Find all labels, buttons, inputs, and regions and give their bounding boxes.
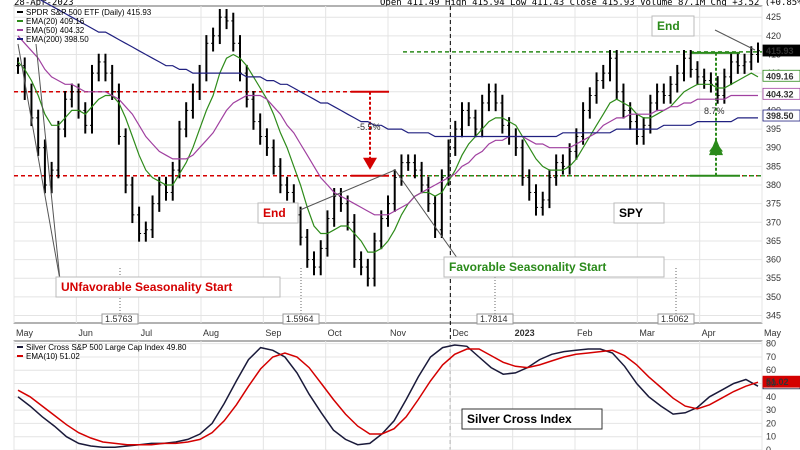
chart-date: 28-Apr-2023 [14,0,74,8]
end-left-label: End [263,206,286,220]
price-y-tick-label: 385 [766,161,781,171]
price-y-tick-label: 425 [766,12,781,22]
indicator-y-tick-label: 60 [766,365,776,375]
price-y-tick-label: 365 [766,236,781,246]
x-tick-label: Dec [452,328,469,338]
callouts: -5.5% 8.7% UNfavorable Seasonality Start En… [17,15,756,430]
end-right-leader [714,29,756,51]
data-label-box [282,313,320,325]
price-y-tick-label: 350 [766,292,781,302]
x-tick-label: Nov [390,328,407,338]
fav-leader [394,169,461,263]
indicator-y-tick-label: 0 [766,445,771,450]
data-label-box [657,313,695,325]
legends: 415.93 409.16 404.32 398.50 SPDR S&P 500 ETF… [17,8,800,361]
indicator-legend-entry: EMA(10) 51.02 [26,352,80,361]
pct-up-label: 8.7% [704,106,725,116]
spy-label: SPY [619,206,643,220]
indicator-y-tick-label: 70 [766,352,776,362]
data-label-box [101,313,139,325]
price-legend-entry: EMA(50) 404.32 [26,26,85,35]
indicator-value-tag [762,375,800,388]
series-ema-200--line [39,0,758,138]
indicator-value-tag-text: 51.02 [766,377,789,387]
x-tick-label: Jul [141,328,153,338]
series-ema-20--line [17,53,759,253]
indicator-lines: 49.8051.02 [17,344,800,449]
data-label-value: 1.5062 [661,314,689,324]
x-tick-label: Apr [702,328,716,338]
price-legend-entry: EMA(200) 398.50 [26,35,89,44]
price-y-tick-label: 420 [766,31,781,41]
end-left-label-box [257,202,299,224]
price-y-tick-label: 390 [766,143,781,153]
x-tick-label: Aug [203,328,219,338]
price-y-tick-label: 395 [766,124,781,134]
x-tick-label: Mar [639,328,655,338]
quote-line: Open 411.49 High 415.94 Low 411.43 Close… [380,0,800,8]
down-arrow-icon [363,157,377,170]
price-y-tick-label: 370 [766,217,781,227]
x-tick-label: May [764,328,782,338]
price-y-tick-label: 380 [766,180,781,190]
series-lines: 1.5763 1.5964 1.7814 1.5062 [17,0,759,325]
indicator-y-tick-label: 80 [766,339,776,349]
data-label-value: 1.7814 [480,314,508,324]
data-label-box [476,313,514,325]
price-y-tick-label: 355 [766,273,781,283]
end-right-label-box [651,15,695,37]
x-tick-label: Sep [265,328,281,338]
end-right-label: End [657,19,680,33]
value-tag [762,87,800,100]
series-ema-50--line [17,35,758,216]
unfav-leader [17,43,61,281]
x-tick-label: May [16,328,34,338]
unfavorable-start-label-box [55,276,281,298]
unfav-leader-2 [35,43,61,281]
value-tag-text: 404.32 [766,89,794,99]
end-left-leader [299,169,396,211]
indicator-y-tick-label: 30 [766,405,776,415]
price-legend-entry: EMA(20) 409.16 [26,17,85,26]
spy-label-box [613,202,665,224]
silver-cross-label: Silver Cross Index [467,412,572,426]
indicator-legend-entry: Silver Cross S&P 500 Large Cap Index 49.… [26,343,187,352]
silver-cross-label-box [461,408,603,430]
data-label-value: 1.5964 [286,314,314,324]
up-arrow-icon-head [709,138,723,156]
top-strip [0,0,800,6]
indicator-y-tick-label: 10 [766,432,776,442]
indicator-y-tick-label: 20 [766,418,776,428]
value-tag [762,69,800,82]
favorable-start-label-box [443,256,665,278]
price-y-tick-label: 360 [766,255,781,265]
value-tag-text: 398.50 [766,111,794,121]
price-legend-entry: SPDR S&P 500 ETF (Daily) 415.93 [26,8,152,17]
unfavorable-start-label: UNfavorable Seasonality Start [61,280,232,294]
value-tag-text: 415.93 [766,46,794,56]
value-tag-text: 409.16 [766,71,794,81]
value-tag [762,109,800,122]
pct-down-label: -5.5% [357,122,381,132]
value-tag [762,44,800,57]
price-y-tick-label: 375 [766,199,781,209]
indicator-y-tick-label: 50 [766,379,776,389]
x-tick-label: Oct [328,328,343,338]
x-tick-label: Feb [577,328,593,338]
favorable-start-label: Favorable Seasonality Start [449,260,606,274]
indicator-ema-10--line [17,348,759,446]
indicator-y-tick-label: 40 [766,392,776,402]
x-tick-label: Jun [78,328,93,338]
x-tick-label: 2023 [515,328,535,338]
price-y-tick-label: 345 [766,311,781,321]
data-label-value: 1.5763 [105,314,133,324]
annotation-lines [14,51,762,177]
